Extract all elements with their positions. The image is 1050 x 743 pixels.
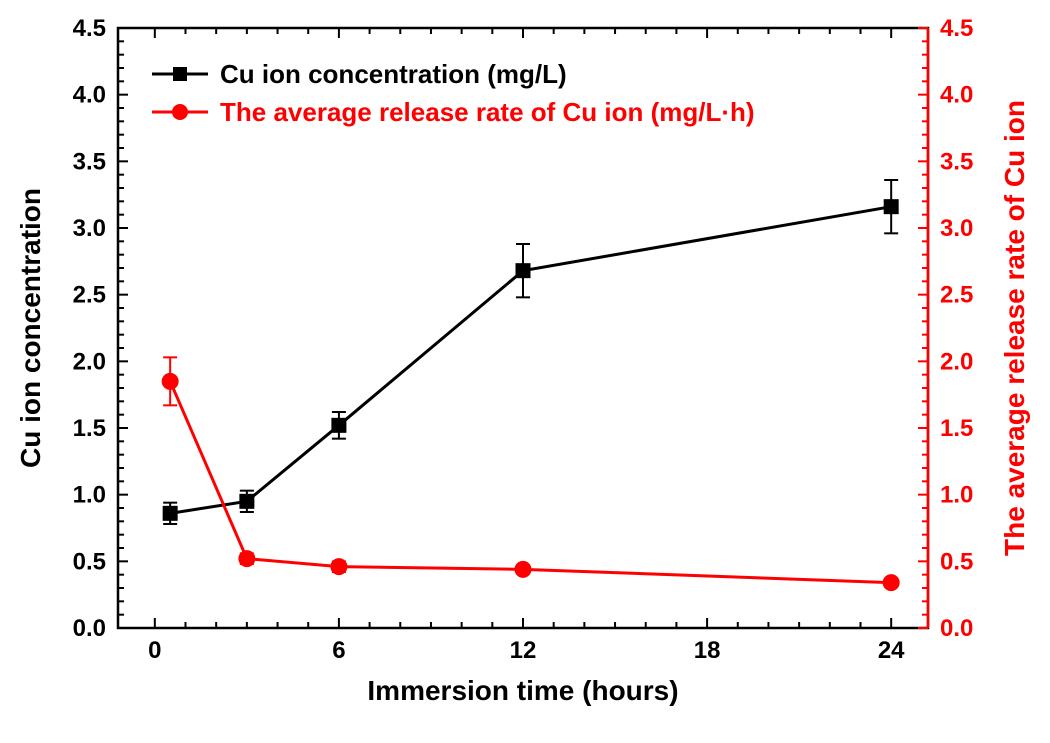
marker-square: [516, 264, 530, 278]
x-tick-label: 18: [694, 637, 721, 664]
marker-circle: [883, 575, 899, 591]
left-y-tick-label: 1.5: [73, 415, 106, 442]
x-tick-label: 6: [332, 637, 345, 664]
left-y-tick-label: 2.0: [73, 348, 106, 375]
marker-circle: [239, 551, 255, 567]
left-y-tick-label: 4.0: [73, 82, 106, 109]
x-tick-label: 12: [510, 637, 537, 664]
chart-container: 0 6 12 18 24 Immersion time (hours) 0.0 0.5 1.0 1…: [0, 0, 1050, 743]
left-y-tick-label: 0.5: [73, 548, 106, 575]
right-y-tick-label: 3.5: [940, 148, 973, 175]
left-y-tick-label: 2.5: [73, 282, 106, 309]
right-y-tick-label: 4.0: [940, 82, 973, 109]
right-y-tick-label: 0.5: [940, 548, 973, 575]
marker-square: [240, 494, 254, 508]
right-y-tick-label: 0.0: [940, 615, 973, 642]
marker-square: [163, 506, 177, 520]
left-y-tick-label: 4.5: [73, 15, 106, 42]
legend-marker: [173, 67, 187, 81]
left-y-tick-label: 0.0: [73, 615, 106, 642]
right-y-tick-label: 1.0: [940, 482, 973, 509]
legend-marker: [172, 104, 188, 120]
left-y-tick-label: 3.5: [73, 148, 106, 175]
chart-svg: 0 6 12 18 24 Immersion time (hours) 0.0 0.5 1.0 1…: [0, 0, 1050, 743]
right-y-tick-label: 4.5: [940, 15, 973, 42]
right-y-tick-label: 3.0: [940, 215, 973, 242]
marker-circle: [331, 559, 347, 575]
x-tick-label: 0: [148, 637, 161, 664]
y-left-label: Cu ion concentration: [15, 188, 46, 468]
right-y-tick-label: 1.5: [940, 415, 973, 442]
right-y-tick-label: 2.0: [940, 348, 973, 375]
marker-square: [332, 418, 346, 432]
left-y-tick-label: 1.0: [73, 482, 106, 509]
left-y-tick-label: 3.0: [73, 215, 106, 242]
series-line-rate: [170, 381, 891, 582]
x-tick-label: 24: [878, 637, 905, 664]
legend-label: Cu ion concentration (mg/L): [220, 59, 567, 89]
series-line-concentration: [170, 207, 891, 514]
marker-square: [884, 200, 898, 214]
marker-circle: [162, 373, 178, 389]
y-right-label: The average release rate of Cu ion: [999, 100, 1030, 556]
x-axis-label: Immersion time (hours): [367, 675, 678, 706]
marker-circle: [515, 561, 531, 577]
legend-label: The average release rate of Cu ion (mg/L…: [220, 97, 755, 127]
right-y-tick-label: 2.5: [940, 282, 973, 309]
